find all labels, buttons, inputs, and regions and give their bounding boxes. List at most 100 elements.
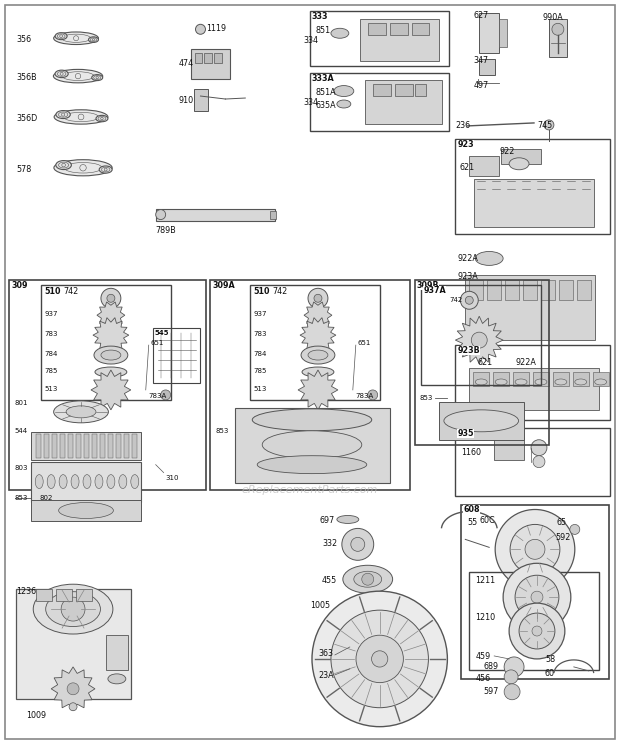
Ellipse shape	[54, 32, 99, 45]
Text: 789B: 789B	[156, 225, 177, 234]
Circle shape	[361, 573, 374, 586]
Bar	[100, 434, 105, 458]
Text: 853: 853	[215, 428, 229, 434]
Text: 937: 937	[253, 311, 267, 317]
Text: 1009: 1009	[26, 711, 46, 719]
Circle shape	[314, 295, 322, 302]
Ellipse shape	[444, 410, 518, 432]
Polygon shape	[91, 370, 131, 410]
Ellipse shape	[337, 516, 359, 524]
Polygon shape	[300, 318, 336, 353]
Text: 853: 853	[14, 495, 28, 501]
Ellipse shape	[94, 346, 128, 364]
Bar	[513, 372, 529, 386]
Bar	[479, 60, 495, 75]
Ellipse shape	[71, 475, 79, 489]
Bar	[108, 434, 113, 458]
Text: 333: 333	[312, 13, 329, 22]
Text: 309B: 309B	[417, 281, 439, 290]
Ellipse shape	[354, 571, 382, 587]
Circle shape	[495, 510, 575, 589]
Text: 923: 923	[458, 140, 474, 149]
Bar	[60, 434, 65, 458]
Bar	[92, 434, 97, 458]
Text: 783: 783	[253, 331, 267, 337]
Text: 937: 937	[44, 311, 58, 317]
Bar	[132, 434, 137, 458]
Bar	[76, 589, 92, 601]
Bar	[455, 345, 609, 420]
Ellipse shape	[59, 475, 67, 489]
Bar	[394, 84, 412, 96]
Text: 853: 853	[420, 395, 433, 401]
Text: 347: 347	[473, 57, 489, 65]
Text: 309: 309	[11, 281, 28, 290]
Circle shape	[504, 670, 518, 684]
Text: 310: 310	[166, 475, 179, 481]
Bar	[236, 408, 389, 483]
Bar	[36, 434, 41, 458]
Circle shape	[61, 597, 85, 621]
Text: 802: 802	[39, 495, 53, 501]
Text: 459: 459	[476, 652, 490, 661]
Ellipse shape	[95, 367, 127, 377]
Bar	[479, 13, 499, 53]
Bar	[501, 149, 541, 164]
Ellipse shape	[66, 406, 96, 418]
Ellipse shape	[101, 350, 121, 360]
Bar	[84, 434, 89, 458]
Circle shape	[371, 651, 388, 667]
Ellipse shape	[35, 475, 43, 489]
Polygon shape	[51, 667, 95, 711]
Ellipse shape	[595, 379, 606, 385]
Ellipse shape	[53, 69, 103, 83]
Circle shape	[515, 575, 559, 619]
Text: 621: 621	[459, 163, 474, 172]
Text: 783A: 783A	[149, 393, 167, 399]
Bar	[533, 372, 549, 386]
Text: 65: 65	[557, 519, 567, 527]
Bar	[469, 155, 499, 176]
Text: 58: 58	[545, 655, 555, 664]
Text: 309A: 309A	[213, 281, 235, 290]
Text: 785: 785	[253, 368, 267, 374]
Text: eReplacementParts.com: eReplacementParts.com	[242, 484, 378, 495]
Text: 510: 510	[44, 287, 61, 296]
Text: 910: 910	[179, 96, 193, 105]
Text: 363: 363	[318, 649, 333, 658]
Text: 597: 597	[483, 687, 498, 696]
Bar	[16, 589, 131, 699]
Circle shape	[101, 289, 121, 308]
Circle shape	[504, 684, 520, 700]
Circle shape	[503, 563, 571, 631]
Bar	[210, 280, 410, 490]
Bar	[360, 19, 440, 61]
Bar	[31, 432, 141, 460]
Circle shape	[308, 289, 328, 308]
Bar	[549, 19, 567, 57]
Ellipse shape	[575, 379, 587, 385]
Ellipse shape	[252, 409, 372, 431]
Bar	[474, 179, 594, 226]
Text: 784: 784	[44, 351, 58, 357]
Ellipse shape	[33, 584, 113, 634]
Bar	[310, 73, 450, 131]
Bar	[455, 139, 609, 234]
Bar	[505, 280, 519, 301]
Text: 60: 60	[545, 669, 555, 678]
Bar	[193, 89, 208, 111]
Bar	[56, 589, 72, 601]
Text: 745: 745	[537, 121, 552, 130]
Ellipse shape	[334, 86, 354, 97]
Ellipse shape	[337, 100, 351, 108]
Text: 578: 578	[16, 164, 32, 174]
Circle shape	[525, 539, 545, 559]
Text: 742: 742	[63, 287, 78, 296]
Text: 513: 513	[44, 386, 58, 392]
Bar	[215, 53, 223, 63]
Text: 474: 474	[179, 60, 193, 68]
Circle shape	[544, 120, 554, 130]
Bar	[205, 53, 213, 63]
Bar	[52, 434, 57, 458]
Bar	[195, 53, 203, 63]
